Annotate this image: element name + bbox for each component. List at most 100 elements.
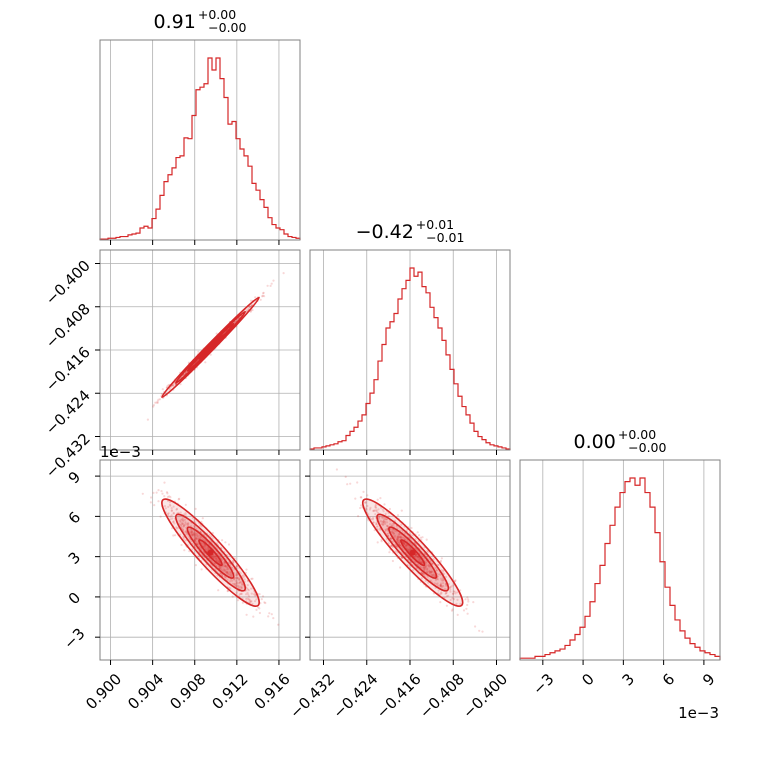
sample-point [432, 558, 435, 561]
sample-point [191, 533, 194, 536]
sample-point [204, 361, 207, 364]
sample-point [226, 570, 229, 574]
sample-point [425, 564, 428, 567]
sample-point [397, 536, 400, 539]
sample-point [168, 500, 171, 504]
sample-point [417, 555, 420, 559]
sample-point [451, 597, 454, 600]
sample-point [425, 566, 428, 569]
sample-point [238, 577, 241, 580]
sample-point [248, 600, 251, 603]
sample-point [192, 533, 195, 536]
sample-point [423, 567, 426, 571]
sample-point [239, 581, 242, 584]
sample-point [386, 527, 389, 530]
sample-point [428, 571, 432, 574]
sample-point [439, 573, 442, 576]
sample-point [163, 505, 167, 508]
sample-point [419, 536, 422, 539]
sample-point [234, 585, 237, 588]
title-upper-error: +0.00 [198, 7, 236, 22]
sample-point [234, 579, 237, 583]
sample-point [191, 534, 194, 537]
sample-point [214, 555, 217, 558]
sample-point [445, 591, 448, 594]
sample-point [195, 541, 198, 544]
sample-point [246, 591, 249, 594]
sample-point [218, 560, 221, 564]
sample-point [243, 578, 246, 581]
sample-point [376, 525, 379, 528]
sample-point [374, 506, 377, 509]
sample-point [235, 576, 238, 580]
sample-point [251, 577, 254, 580]
sample-point [282, 272, 285, 275]
sample-point [193, 525, 196, 529]
sample-point [200, 568, 203, 571]
sample-point [226, 590, 229, 593]
sample-point [220, 567, 223, 570]
sample-point [199, 524, 202, 527]
sample-point [163, 495, 166, 498]
sample-point [194, 537, 197, 541]
sample-point [462, 609, 466, 612]
sample-point [472, 601, 475, 604]
sample-point [259, 298, 262, 301]
sample-point [201, 537, 204, 540]
sample-point [156, 401, 159, 404]
sample-point [224, 565, 227, 568]
sample-point [223, 564, 227, 568]
x-tick-label: −0.408 [416, 670, 468, 722]
sample-point [382, 522, 385, 525]
sample-point [382, 521, 385, 524]
sample-point [395, 545, 398, 548]
sample-point [182, 536, 185, 539]
sample-point [266, 284, 269, 287]
sample-point [157, 489, 160, 492]
sample-point [261, 295, 264, 298]
sample-point [335, 468, 338, 471]
sample-point [390, 544, 393, 548]
sample-point [396, 539, 399, 542]
sample-point [161, 388, 164, 391]
sample-point [193, 538, 196, 542]
sample-point [388, 551, 391, 554]
sample-point [417, 556, 420, 559]
sample-point [184, 522, 187, 525]
sample-point [264, 601, 267, 605]
sample-point [167, 514, 170, 518]
sample-point [418, 552, 421, 555]
sample-point [429, 560, 432, 563]
sample-point [450, 585, 453, 588]
sample-point [200, 525, 203, 528]
sample-point [204, 539, 207, 543]
sample-point [241, 601, 244, 604]
sample-point [432, 574, 435, 577]
sample-point [441, 579, 444, 582]
sample-point [239, 592, 242, 596]
sample-point [434, 567, 437, 570]
sample-point [455, 602, 458, 605]
sample-point [439, 584, 442, 588]
sample-point [386, 521, 389, 524]
sample-point [237, 584, 240, 587]
sample-point [438, 573, 441, 576]
sample-point [187, 523, 190, 527]
sample-point [216, 560, 219, 563]
sample-point [453, 580, 457, 583]
sample-point [185, 523, 188, 526]
sample-point [372, 509, 375, 513]
sample-point [277, 623, 280, 626]
sample-point [201, 517, 204, 520]
sample-point [213, 555, 216, 558]
sample-point [222, 568, 225, 571]
sample-point [249, 299, 253, 302]
sample-point [402, 542, 406, 545]
sample-point [169, 504, 172, 507]
sample-point [440, 591, 443, 594]
sample-point [467, 598, 470, 601]
sample-point [223, 561, 226, 564]
sample-point [466, 596, 469, 599]
